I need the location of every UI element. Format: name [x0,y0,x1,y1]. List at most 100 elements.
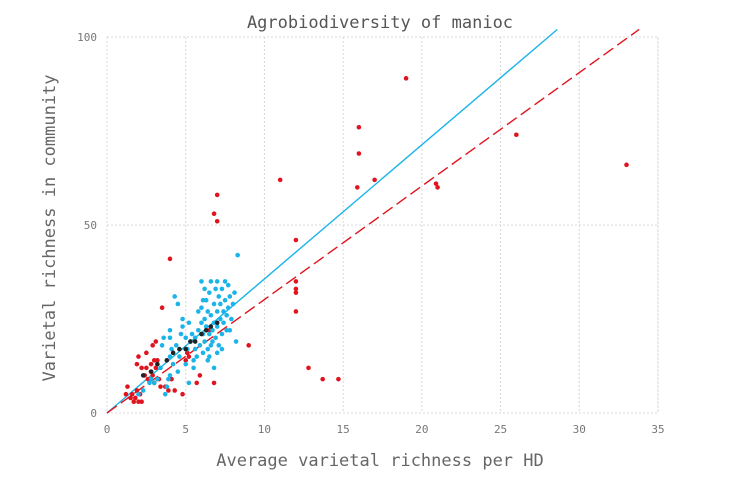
data-point [213,286,218,292]
data-point [224,327,229,333]
data-point [140,388,146,393]
y-tick-label: 100 [77,31,97,44]
data-point [207,354,212,359]
data-point [177,354,182,359]
data-point [216,294,222,299]
data-point [211,380,217,386]
data-point [128,395,133,401]
data-point [164,384,170,389]
grid-layer [106,36,659,414]
data-point [225,305,231,311]
data-point [136,354,141,359]
data-point [230,301,236,307]
y-tick-label: 0 [90,407,97,420]
data-point [170,361,176,367]
data-point [246,343,251,348]
data-point [205,346,211,352]
data-point [155,376,160,382]
data-point [208,279,214,284]
data-point [186,320,192,326]
x-tick-label: 20 [415,423,428,436]
data-point [207,331,212,337]
data-point [129,391,135,397]
data-point [170,350,176,356]
data-point [144,365,149,371]
data-point [145,376,151,382]
data-point [210,339,215,344]
data-point [183,358,189,363]
data-point [211,211,217,217]
data-point [199,331,204,337]
data-point [214,324,220,329]
data-point [208,312,214,318]
dashed-trend-line [106,28,640,414]
data-point [153,339,159,344]
data-point [178,331,184,337]
data-point [180,316,185,322]
trend-lines-layer [106,28,640,414]
data-point [219,331,225,337]
x-tick-label: 0 [104,423,111,436]
axis-layer: 0 5 10 15 20 25 30 35 0 50 100 [77,31,665,436]
data-point [167,354,173,359]
data-point [166,376,171,382]
data-point [150,343,155,348]
data-point [222,279,228,284]
data-point [214,218,220,224]
data-point [214,350,220,356]
data-point [180,391,185,397]
data-point [183,361,189,367]
data-point [293,309,299,314]
data-point [203,327,209,333]
data-point [191,358,196,363]
y-tick-label: 50 [84,219,97,232]
x-tick-label: 10 [258,423,271,436]
data-point [196,327,201,333]
data-point [166,388,171,393]
data-point [175,301,181,307]
data-point [224,312,229,318]
data-point [219,346,225,352]
data-point [153,365,159,371]
data-point [139,399,144,405]
data-point [159,343,165,348]
data-point [144,350,149,356]
data-point [184,350,190,356]
data-point [150,373,155,378]
data-point [435,185,440,190]
data-point [211,301,217,307]
data-point [199,279,204,284]
data-point [235,252,240,258]
data-point [218,316,223,322]
data-point [183,335,189,341]
data-point [229,316,234,322]
data-point [151,358,157,363]
x-tick-label: 5 [182,423,189,436]
data-point [221,320,226,326]
data-point [219,286,225,292]
data-point [205,309,211,314]
data-point [213,335,218,341]
data-point [148,376,154,382]
data-point [169,346,174,352]
data-point [167,373,173,378]
data-point [221,309,226,314]
data-point [356,124,362,130]
data-point [624,162,629,168]
data-point [162,391,168,397]
data-point [211,320,217,326]
data-point [125,384,130,389]
data-point [199,320,204,326]
data-point [186,354,192,359]
data-point [134,388,140,393]
data-point [188,339,193,344]
data-point [136,399,141,405]
data-point [222,297,228,303]
data-point [320,376,325,382]
data-point [139,365,144,371]
data-point [372,177,377,183]
data-point [227,294,233,299]
data-point [207,327,212,333]
data-point [167,335,173,341]
data-point [148,361,154,367]
